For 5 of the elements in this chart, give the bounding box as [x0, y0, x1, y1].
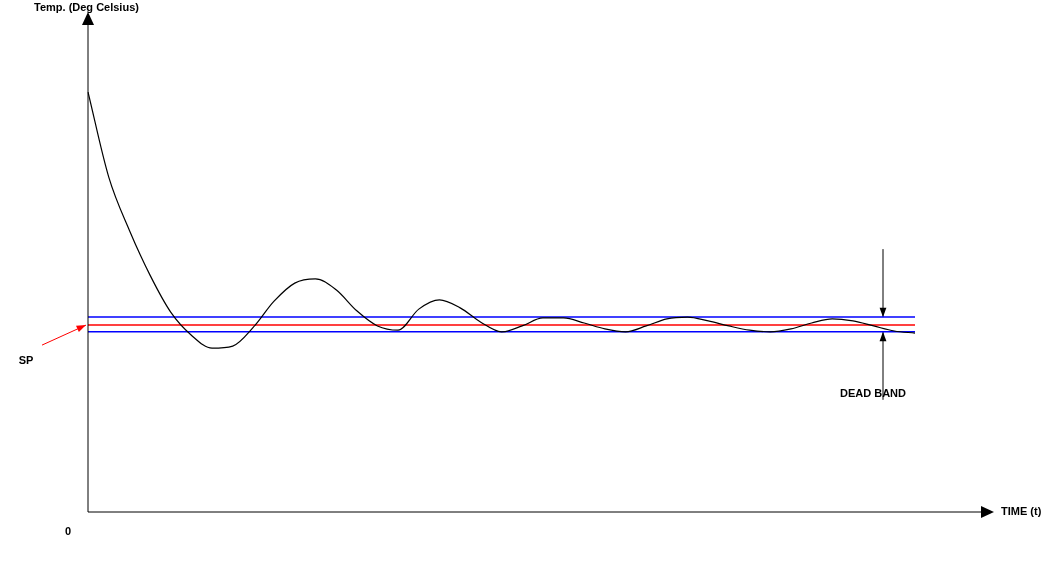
annotation: DEAD BAND [840, 386, 907, 399]
text: 0 [64, 525, 72, 538]
text: Temp. (Deg Celsius) [34, 1, 140, 14]
ref-line-label: SP [18, 354, 34, 367]
text: TIME (t) [1001, 505, 1042, 518]
